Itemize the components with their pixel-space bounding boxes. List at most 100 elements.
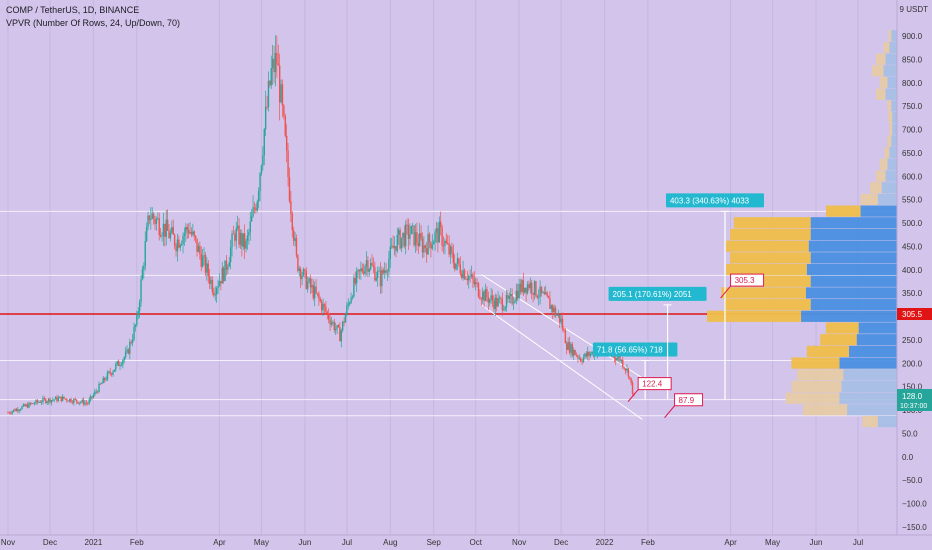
candle-body (276, 52, 278, 64)
price-axis-tick: 400.0 (902, 266, 923, 275)
candle-body (557, 314, 560, 316)
candle-body (354, 277, 356, 284)
candle-body (143, 265, 145, 270)
time-axis-tick: Feb (130, 538, 144, 547)
vp-up-bar (808, 240, 897, 252)
price-axis-tick: 150.0 (902, 383, 923, 392)
candle-body (245, 240, 247, 249)
price-label-box[interactable] (674, 393, 704, 407)
vp-down-bar (707, 310, 802, 322)
candle-body (53, 399, 55, 401)
candle-body (433, 241, 435, 245)
candle-body (624, 368, 627, 371)
target-label[interactable] (608, 286, 707, 301)
candle-body (442, 245, 445, 247)
candle-body (99, 383, 102, 385)
candle-body (101, 383, 103, 385)
current-price-text: 128.0 (902, 392, 923, 401)
support-axis-label-text: 305.5 (902, 310, 923, 319)
candle-body (33, 403, 36, 405)
candle-body (468, 276, 470, 281)
candle-body (117, 361, 120, 366)
candle-body (185, 226, 187, 234)
candle-body (232, 233, 235, 235)
candle-body (627, 368, 630, 377)
candle-body (553, 307, 555, 313)
candle-body (552, 305, 554, 313)
candle-body (127, 349, 130, 354)
vp-up-bar (839, 357, 897, 369)
candle-body (266, 106, 268, 108)
candle-body (281, 84, 284, 106)
candle-body (581, 361, 583, 363)
candle-body (308, 278, 310, 282)
vp-up-bar (839, 392, 897, 404)
candle-body (371, 263, 373, 266)
candle-body (486, 289, 488, 298)
price-label-box[interactable] (637, 377, 672, 391)
current-price-label[interactable] (897, 389, 932, 412)
candle-body (235, 228, 237, 241)
target-label-text: 205.1 (170.61%) 2051 (613, 290, 693, 299)
candle-body (458, 258, 460, 265)
candle-body (620, 360, 623, 361)
candle-body (477, 283, 480, 297)
candle-body (179, 244, 181, 248)
candle-body (28, 402, 30, 408)
target-label[interactable] (665, 193, 764, 208)
candle-body (228, 262, 230, 267)
candle-body (385, 270, 387, 273)
candle-body (550, 305, 553, 309)
candle-body (480, 298, 483, 300)
candle-body (250, 216, 253, 222)
channel-upper-line[interactable] (481, 274, 646, 381)
candle-body (29, 402, 32, 404)
candle-body (25, 404, 27, 407)
target-label-text: 71.8 (56.65%) 718 (597, 346, 663, 355)
candle-body (67, 400, 69, 402)
candle-body (115, 364, 117, 370)
candle-body (532, 293, 534, 295)
candle-body (343, 321, 345, 323)
candle-body (260, 165, 263, 174)
price-axis-tick: 600.0 (902, 172, 923, 181)
candle-body (622, 360, 624, 368)
price-label-box[interactable] (730, 273, 765, 287)
candle-body (444, 240, 446, 246)
time-axis-tick: Aug (383, 538, 397, 547)
candle-body (503, 309, 505, 311)
candle-body (497, 298, 499, 307)
vp-up-bar (847, 404, 897, 416)
candle-body (542, 292, 544, 293)
candle-body (490, 295, 492, 300)
candle-body (360, 268, 362, 272)
candle-body (514, 300, 516, 303)
candle-body (73, 399, 75, 404)
candle-body (178, 239, 180, 248)
candle-body (462, 269, 464, 278)
candle-body (456, 258, 459, 264)
candle-body (47, 398, 50, 402)
candle-body (582, 357, 585, 362)
candle-body (229, 247, 232, 263)
indicator-line[interactable]: VPVR (Number Of Rows, 24, Up/Down, 70) (6, 18, 181, 28)
channel-lower-line[interactable] (481, 304, 643, 420)
candle-body (145, 227, 148, 242)
vp-down-bar (889, 123, 893, 135)
candle-body (192, 231, 194, 235)
target-label[interactable] (592, 342, 678, 357)
candle-body (109, 371, 111, 374)
candle-body (74, 399, 76, 400)
candle-body (120, 364, 123, 366)
candle-body (241, 232, 243, 247)
price-axis-tick: −50.0 (902, 476, 923, 485)
symbol-line[interactable]: COMP / TetherUS, 1D, BINANCE (6, 5, 140, 15)
candle-body (196, 238, 198, 252)
price-label-pointer (720, 285, 731, 299)
candle-body (89, 396, 92, 400)
candle-body (379, 270, 382, 287)
candle-body (519, 284, 522, 292)
candle-body (423, 245, 425, 253)
